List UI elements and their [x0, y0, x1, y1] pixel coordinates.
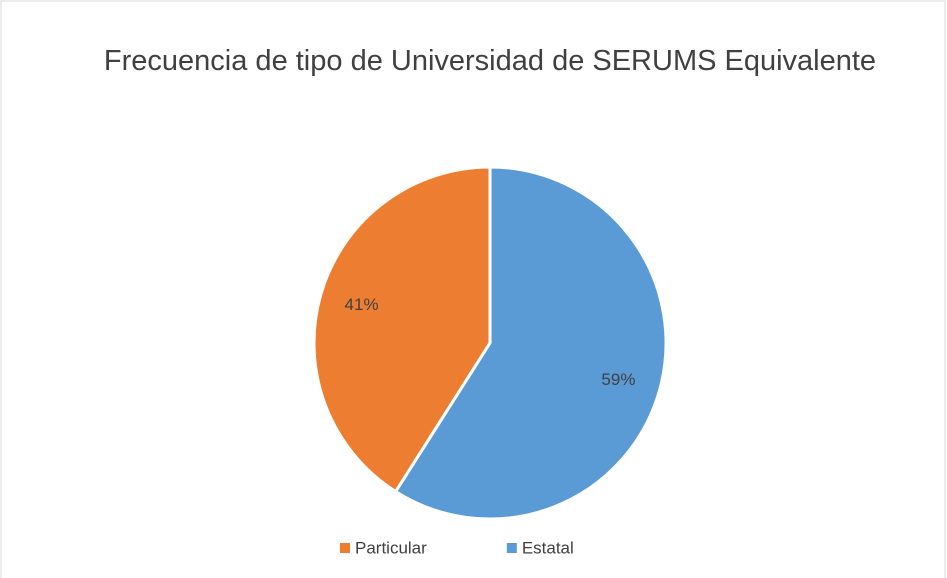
legend-swatch [340, 543, 350, 553]
data-label: 41% [345, 295, 379, 314]
page: 41% 59% Particular Estatal Frecuencia de ti… [0, 0, 947, 578]
chart: 41% 59% Particular Estatal [0, 0, 947, 578]
chart-title: Frecuencia de tipo de Universidad de SER… [90, 42, 890, 80]
legend-label: Particular [355, 538, 427, 557]
data-label: 59% [601, 370, 635, 389]
legend-label: Estatal [522, 538, 574, 557]
legend-swatch [507, 543, 517, 553]
